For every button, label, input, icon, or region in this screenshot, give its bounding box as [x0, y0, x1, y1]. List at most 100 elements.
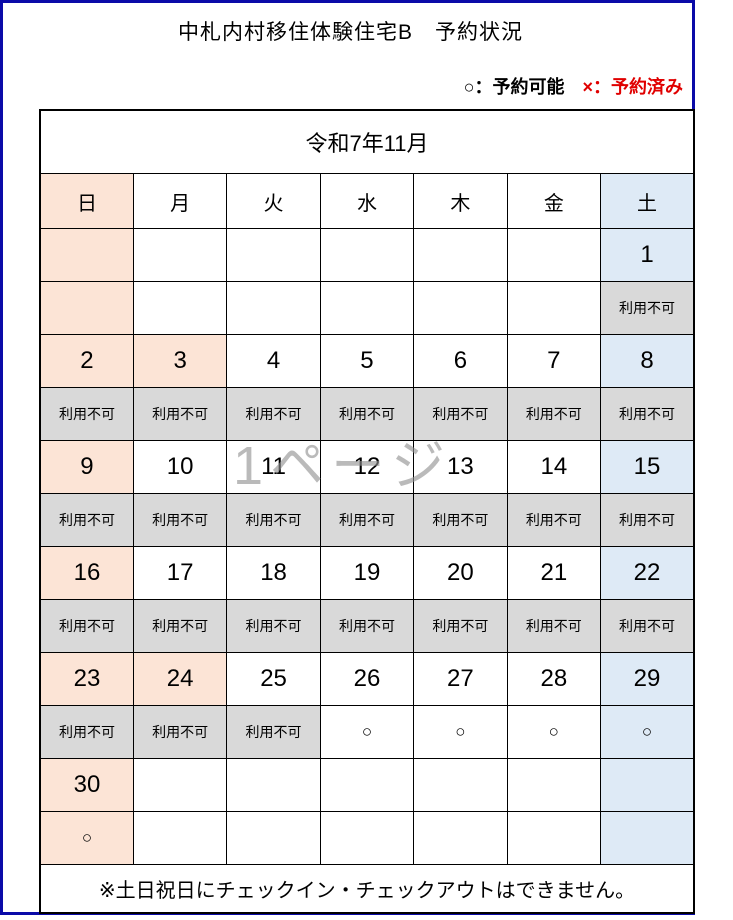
date-cell-w5-d2: 25 — [226, 652, 321, 706]
status-cell-w3-d6: 利用不可 — [600, 493, 695, 547]
date-cell-w6-d1 — [132, 758, 228, 812]
date-cell-w6-d6 — [600, 758, 695, 812]
date-cell-w3-d1: 10 — [132, 440, 228, 494]
date-cell-w5-d0: 23 — [39, 652, 134, 706]
week-1-status-row: 利用不可 — [39, 281, 695, 335]
date-cell-w1-d3 — [319, 228, 415, 282]
status-cell-w4-d6: 利用不可 — [600, 599, 695, 653]
status-cell-w4-d1: 利用不可 — [132, 599, 228, 653]
date-cell-w5-d5: 28 — [506, 652, 602, 706]
page-frame: 中札内村移住体験住宅B 予約状況 ○：予約可能 ×：予約済み 令和7年11月日月火… — [0, 0, 695, 915]
date-cell-w1-d5 — [506, 228, 602, 282]
status-cell-w1-d6: 利用不可 — [600, 281, 695, 335]
status-cell-w2-d0: 利用不可 — [39, 387, 134, 441]
legend-available: ○：予約可能 — [463, 77, 565, 97]
page-title: 中札内村移住体験住宅B 予約状況 — [177, 21, 523, 44]
status-cell-w3-d4: 利用不可 — [413, 493, 508, 547]
date-cell-w1-d0 — [39, 228, 134, 282]
status-cell-w1-d5 — [506, 281, 602, 335]
status-cell-w4-d5: 利用不可 — [506, 599, 602, 653]
day-header-4: 木 — [413, 173, 508, 229]
date-cell-w3-d3: 12 — [319, 440, 415, 494]
date-cell-w2-d6: 8 — [600, 334, 695, 388]
date-cell-w2-d5: 7 — [506, 334, 602, 388]
date-cell-w3-d5: 14 — [506, 440, 602, 494]
date-cell-w5-d4: 27 — [413, 652, 508, 706]
date-cell-w3-d4: 13 — [413, 440, 508, 494]
date-cell-w3-d2: 11 — [226, 440, 321, 494]
month-header: 令和7年11月 — [39, 109, 695, 174]
week-5-status-row: 利用不可 利用不可 利用不可 ○ ○ ○ ○ — [39, 705, 695, 759]
week-4-status-row: 利用不可 利用不可 利用不可 利用不可 利用不可 利用不可 利用不可 — [39, 599, 695, 653]
status-cell-w2-d4: 利用不可 — [413, 387, 508, 441]
status-cell-w5-d3: ○ — [319, 705, 415, 759]
date-cell-w2-d1: 3 — [132, 334, 228, 388]
status-cell-w4-d4: 利用不可 — [413, 599, 508, 653]
status-cell-w5-d0: 利用不可 — [39, 705, 134, 759]
status-cell-w1-d1 — [132, 281, 228, 335]
date-cell-w2-d4: 6 — [413, 334, 508, 388]
date-cell-w1-d4 — [413, 228, 508, 282]
date-cell-w3-d6: 15 — [600, 440, 695, 494]
week-4-date-row: 16 17 18 19 20 21 22 — [39, 546, 695, 600]
status-cell-w3-d1: 利用不可 — [132, 493, 228, 547]
status-cell-w2-d2: 利用不可 — [226, 387, 321, 441]
date-cell-w5-d1: 24 — [132, 652, 228, 706]
date-cell-w2-d0: 2 — [39, 334, 134, 388]
date-cell-w6-d4 — [413, 758, 508, 812]
date-cell-w4-d2: 18 — [226, 546, 321, 600]
day-header-5: 金 — [506, 173, 602, 229]
date-cell-w4-d3: 19 — [319, 546, 415, 600]
date-cell-w6-d5 — [506, 758, 602, 812]
status-cell-w2-d3: 利用不可 — [319, 387, 415, 441]
status-cell-w2-d6: 利用不可 — [600, 387, 695, 441]
status-cell-w1-d4 — [413, 281, 508, 335]
week-6-status-row: ○ — [39, 811, 695, 865]
status-cell-w2-d5: 利用不可 — [506, 387, 602, 441]
date-cell-w4-d5: 21 — [506, 546, 602, 600]
date-cell-w5-d3: 26 — [319, 652, 415, 706]
status-cell-w4-d3: 利用不可 — [319, 599, 415, 653]
status-cell-w6-d2 — [226, 811, 321, 865]
status-cell-w6-d0: ○ — [39, 811, 134, 865]
day-header-1: 月 — [132, 173, 228, 229]
status-cell-w2-d1: 利用不可 — [132, 387, 228, 441]
week-3-status-row: 利用不可 利用不可 利用不可 利用不可 利用不可 利用不可 利用不可 — [39, 493, 695, 547]
legend: ○：予約可能 ×：予約済み — [464, 73, 683, 99]
date-cell-w1-d2 — [226, 228, 321, 282]
status-cell-w4-d2: 利用不可 — [226, 599, 321, 653]
status-cell-w1-d3 — [319, 281, 415, 335]
status-cell-w5-d1: 利用不可 — [132, 705, 228, 759]
status-cell-w3-d3: 利用不可 — [319, 493, 415, 547]
week-2-status-row: 利用不可 利用不可 利用不可 利用不可 利用不可 利用不可 利用不可 — [39, 387, 695, 441]
date-cell-w1-d6: 1 — [600, 228, 695, 282]
date-cell-w2-d3: 5 — [319, 334, 415, 388]
status-cell-w3-d0: 利用不可 — [39, 493, 134, 547]
date-cell-w6-d3 — [319, 758, 415, 812]
date-cell-w2-d2: 4 — [226, 334, 321, 388]
status-cell-w1-d2 — [226, 281, 321, 335]
status-cell-w5-d6: ○ — [600, 705, 695, 759]
day-header-6: 土 — [600, 173, 695, 229]
day-header-3: 水 — [319, 173, 415, 229]
status-cell-w5-d2: 利用不可 — [226, 705, 321, 759]
legend-reserved: ×：予約済み — [582, 77, 683, 97]
status-cell-w5-d4: ○ — [413, 705, 508, 759]
date-cell-w4-d0: 16 — [39, 546, 134, 600]
status-cell-w6-d6 — [600, 811, 695, 865]
calendar-table: 令和7年11月日月火水木金土 1 利用不可 2 3 4 5 6 7 8 利用不可 利用不可 利用不可 利用… — [39, 109, 695, 914]
footer-note: ※土日祝日にチェックイン・チェックアウトはできません。 — [39, 864, 695, 914]
week-3-date-row: 9 10 11 12 13 14 15 — [39, 440, 695, 494]
date-cell-w4-d4: 20 — [413, 546, 508, 600]
status-cell-w3-d2: 利用不可 — [226, 493, 321, 547]
day-header-0: 日 — [39, 173, 134, 229]
date-cell-w4-d6: 22 — [600, 546, 695, 600]
date-cell-w1-d1 — [132, 228, 228, 282]
date-cell-w3-d0: 9 — [39, 440, 134, 494]
status-cell-w6-d1 — [132, 811, 228, 865]
day-header-2: 火 — [226, 173, 321, 229]
status-cell-w1-d0 — [39, 281, 134, 335]
status-cell-w6-d5 — [506, 811, 602, 865]
status-cell-w6-d4 — [413, 811, 508, 865]
